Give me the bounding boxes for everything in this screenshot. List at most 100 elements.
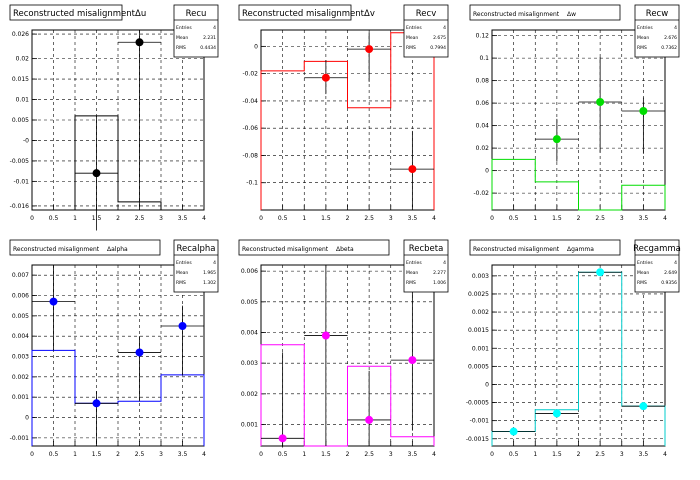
- x-tick-label: 2: [116, 215, 120, 222]
- data-point: [509, 427, 518, 436]
- data-point: [92, 399, 101, 408]
- x-tick-label: 3.5: [408, 215, 418, 222]
- chart-title: Reconstructed misalignment: [473, 11, 560, 18]
- x-tick-label: 0.5: [49, 215, 59, 222]
- x-tick-label: 0: [30, 215, 34, 222]
- x-tick-label: 1.5: [321, 215, 331, 222]
- histogram-outline: [491, 158, 666, 211]
- x-tick-label: 3: [389, 451, 393, 458]
- data-point: [135, 38, 144, 47]
- chart-panel-1: 0 0.5 1 1.5 2 2.5 3 3.5 40.0260.020.0150.010.005…: [9, 4, 219, 231]
- data-point: [49, 297, 58, 306]
- x-tick-label: 1.5: [552, 451, 562, 458]
- y-tick-label: -0.0005: [466, 400, 489, 407]
- y-tick-label: 0.0005: [468, 363, 489, 370]
- stats-value: 1.965: [203, 270, 216, 276]
- title-box: [9, 4, 123, 21]
- y-tick-label: -0.1: [246, 180, 258, 187]
- histogram-outline: [260, 344, 435, 447]
- stats-value: 0.4434: [200, 45, 216, 51]
- x-tick-label: 2.5: [135, 215, 145, 222]
- data-point: [596, 98, 605, 106]
- y-tick-label: 0: [485, 168, 489, 175]
- stats-label: Mean: [637, 35, 649, 41]
- y-tick-label: 0.06: [476, 100, 490, 107]
- x-tick-label: 1: [73, 215, 77, 222]
- x-tick-label: 2.5: [595, 451, 605, 458]
- chart-title: Reconstructed misalignment: [242, 246, 329, 253]
- x-tick-label: 1: [533, 215, 537, 222]
- stats-label: Entries: [406, 25, 422, 31]
- stats-box: [634, 239, 680, 293]
- x-tick-label: 3.5: [178, 451, 188, 458]
- stats-name: Recgamma: [633, 244, 681, 254]
- y-tick-label: -0.02: [473, 190, 489, 197]
- data-point: [639, 107, 648, 115]
- stats-value: 0.7362: [661, 45, 677, 51]
- x-tick-label: 2.5: [364, 215, 374, 222]
- x-tick-label: 0: [490, 215, 494, 222]
- chart-title: Reconstructed misalignmentΔu: [13, 9, 146, 19]
- y-tick-label: 0.04: [476, 123, 490, 130]
- stats-value: 1.302: [203, 280, 216, 286]
- chart-title-delta: Δbeta: [336, 246, 354, 253]
- y-tick-label: -0.001: [10, 435, 30, 442]
- x-tick-label: 0.5: [49, 451, 59, 458]
- histogram-outline: [74, 115, 162, 210]
- stats-label: Mean: [406, 270, 418, 276]
- x-tick-label: 1.5: [92, 451, 102, 458]
- stats-value: 2.277: [433, 270, 446, 276]
- stats-value: 0.7994: [430, 45, 446, 51]
- stats-label: RMS: [406, 280, 416, 286]
- x-tick-label: 1: [302, 451, 306, 458]
- data-point: [552, 135, 561, 144]
- x-tick-label: 4: [432, 451, 436, 458]
- data-point: [639, 402, 648, 411]
- stats-box: [173, 239, 219, 293]
- y-tick-label: 0.02: [16, 56, 30, 63]
- stats-label: Entries: [406, 260, 422, 266]
- y-tick-label: 0.002: [241, 391, 258, 398]
- data-point: [365, 415, 374, 424]
- y-tick-label: 0: [254, 43, 258, 50]
- y-tick-label: 0.001: [12, 394, 29, 401]
- y-tick-label: 0.004: [12, 333, 29, 340]
- title-box: [238, 239, 390, 256]
- chart-panel-2: 0 0.5 1 1.5 2 2.5 3 3.5 4 0 -0.02 -0.04 -0.06 -0.08 -0…: [238, 4, 449, 222]
- y-tick-label: 0.003: [241, 360, 258, 367]
- x-tick-label: 1: [533, 451, 537, 458]
- x-tick-label: 3.5: [639, 215, 649, 222]
- stats-value: 2.649: [664, 270, 677, 276]
- y-tick-label: -0.02: [242, 71, 258, 78]
- data-point: [92, 169, 101, 178]
- x-tick-label: 0: [259, 451, 263, 458]
- stats-value: 1.006: [433, 280, 446, 286]
- y-tick-label: 0.006: [12, 293, 29, 300]
- stats-label: RMS: [637, 280, 647, 286]
- y-tick-label: 0.0015: [468, 327, 489, 334]
- x-tick-label: 2: [577, 215, 581, 222]
- chart-panel-3: 0 0.5 1 1.5 2 2.5 3 3.5 4 0.12 0.1 0.08 0.06 0.04 0.02…: [469, 4, 680, 222]
- data-point: [135, 348, 144, 357]
- y-tick-label: 0.005: [241, 299, 258, 306]
- y-tick-label: -0.01: [13, 178, 29, 185]
- stats-name: Recv: [416, 9, 436, 19]
- stats-value: 4: [213, 25, 216, 31]
- data-point: [365, 45, 374, 54]
- x-tick-label: 0: [490, 451, 494, 458]
- y-tick-label: 0.002: [12, 374, 29, 381]
- x-tick-label: 3.5: [178, 215, 188, 222]
- x-tick-label: 2.5: [135, 451, 145, 458]
- data-point: [408, 356, 417, 365]
- y-tick-label: 0.001: [241, 422, 258, 429]
- chart-panel-6: 0 0.5 1 1.5 2 2.5 3 3.5 4 0.003 0.0025 0.002 0.0015 0…: [466, 239, 681, 458]
- y-tick-label: 0.01: [16, 97, 30, 104]
- y-tick-label: 0.002: [472, 309, 489, 316]
- chart-panel-5: 0 0.5 1 1.5 2 2.5 3 3.5 4 0.006 0.005 0.004 0.003 0.0…: [238, 239, 449, 458]
- stats-value: 2.675: [433, 35, 446, 41]
- x-tick-label: 4: [663, 451, 667, 458]
- x-tick-label: 2.5: [595, 215, 605, 222]
- y-tick-label: 0.0025: [468, 291, 489, 298]
- y-tick-label: 0.026: [12, 31, 29, 38]
